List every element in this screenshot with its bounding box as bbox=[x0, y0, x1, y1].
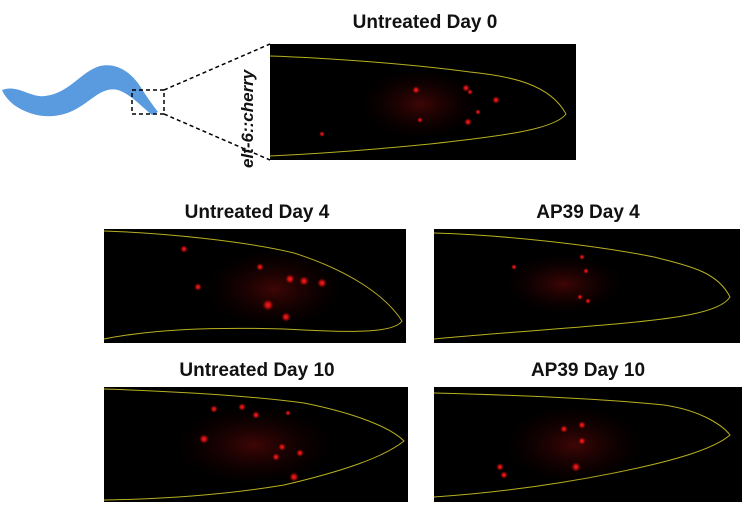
micrograph-untreated-day0 bbox=[270, 44, 576, 160]
worm-outline bbox=[434, 392, 731, 498]
nucleus bbox=[285, 274, 295, 284]
nucleus bbox=[262, 299, 274, 311]
background-haze bbox=[174, 405, 334, 485]
nucleus bbox=[412, 86, 420, 94]
zoom-line-top bbox=[163, 43, 271, 91]
nucleus bbox=[578, 421, 586, 429]
nucleus bbox=[278, 443, 286, 451]
micrograph-untreated-day4 bbox=[104, 229, 406, 343]
nucleus bbox=[285, 410, 291, 416]
nucleus bbox=[199, 434, 209, 444]
nucleus bbox=[317, 278, 327, 288]
nucleus bbox=[417, 117, 423, 123]
nucleus bbox=[496, 463, 504, 471]
worm-outline bbox=[104, 388, 405, 501]
panel-title-ap39-day10: AP39 Day 10 bbox=[530, 360, 646, 381]
nucleus bbox=[511, 264, 517, 270]
worm-outline bbox=[434, 232, 731, 340]
nucleus bbox=[585, 298, 591, 304]
nucleus bbox=[492, 96, 500, 104]
nucleus bbox=[500, 471, 508, 479]
panel-title-untreated-day0: Untreated Day 0 bbox=[352, 12, 498, 33]
nucleus bbox=[577, 294, 583, 300]
nucleus bbox=[560, 425, 568, 433]
background-haze bbox=[504, 405, 644, 485]
worm-outline bbox=[104, 230, 403, 340]
nucleus bbox=[296, 449, 304, 457]
worm-outline bbox=[270, 55, 567, 157]
nucleus bbox=[289, 472, 299, 482]
zoom-line-bottom bbox=[163, 113, 271, 161]
panel-title-untreated-day4: Untreated Day 4 bbox=[184, 202, 330, 223]
nucleus bbox=[180, 245, 188, 253]
nucleus bbox=[299, 276, 309, 286]
nucleus bbox=[272, 453, 280, 461]
nucleus bbox=[256, 263, 264, 271]
panel-title-ap39-day4: AP39 Day 4 bbox=[536, 202, 640, 223]
nucleus bbox=[252, 411, 260, 419]
panel-title-untreated-day10: Untreated Day 10 bbox=[179, 360, 335, 381]
reporter-label: elt-6::cherry bbox=[238, 69, 257, 168]
nucleus bbox=[319, 131, 325, 137]
nucleus bbox=[583, 268, 589, 274]
nucleus bbox=[194, 283, 202, 291]
background-haze bbox=[504, 254, 624, 314]
micrograph-ap39-day4 bbox=[434, 229, 740, 343]
nucleus bbox=[467, 89, 473, 95]
nucleus bbox=[238, 403, 246, 411]
background-haze bbox=[360, 69, 480, 139]
nucleus bbox=[571, 462, 581, 472]
micrograph-untreated-day10 bbox=[104, 387, 408, 502]
micrograph-ap39-day10 bbox=[434, 387, 742, 502]
zoom-box bbox=[131, 89, 165, 115]
nucleus bbox=[464, 118, 472, 126]
background-haze bbox=[204, 249, 344, 329]
nucleus bbox=[578, 437, 586, 445]
nucleus bbox=[579, 254, 585, 260]
nucleus bbox=[281, 312, 291, 322]
nucleus bbox=[475, 109, 481, 115]
worm-body bbox=[2, 65, 158, 117]
nucleus bbox=[210, 405, 218, 413]
